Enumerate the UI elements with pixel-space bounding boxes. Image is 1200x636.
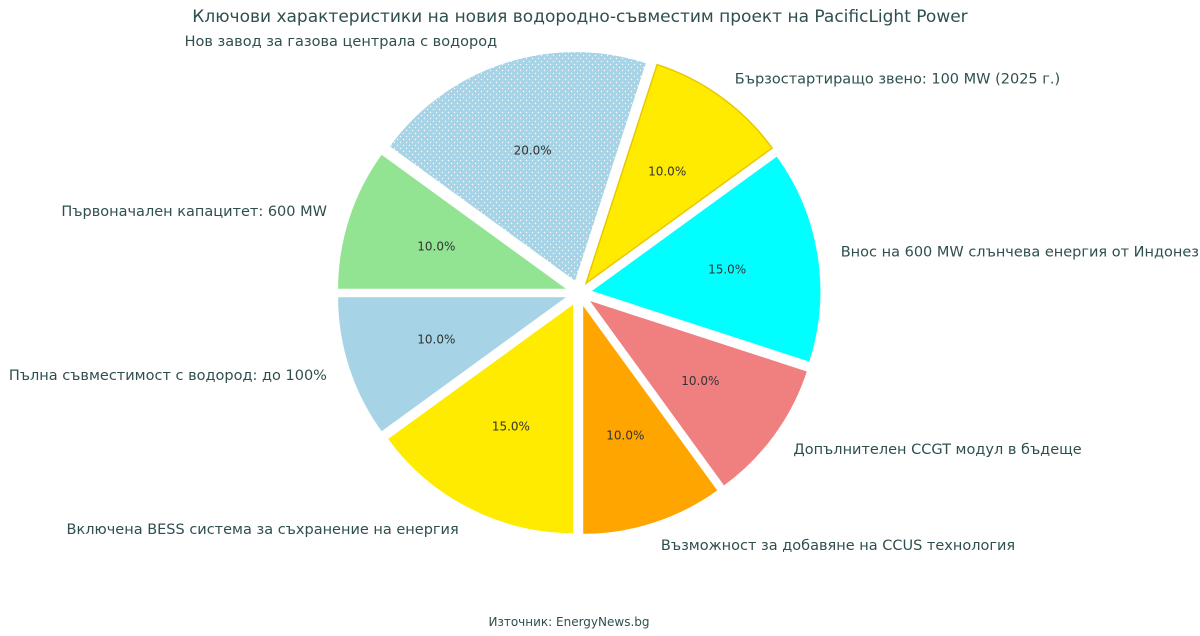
pie-slice-label: Бързостартиращо звено: 100 MW (2025 г.): [735, 72, 1060, 88]
pie-slice: [582, 302, 719, 535]
pie-slice-label: Внос на 600 MW слънчева енергия от Индон…: [841, 245, 1200, 261]
pie-slice: [587, 299, 809, 487]
pie-slice-label: Първоначален капацитет: 600 MW: [61, 204, 327, 220]
pie-slice-label: Нов завод за газова централа с водород: [185, 34, 497, 50]
pie-slice-label: Възможност за добавяне на CCUS технологи…: [661, 538, 1015, 554]
pie-slice: [337, 296, 570, 433]
pie-slice-label: Допълнителен CCGT модул в бъдеще: [793, 442, 1081, 458]
pie-slice-percent: 10.0%: [648, 165, 686, 179]
pie-slice-percent: 10.0%: [681, 374, 719, 388]
pie-slice-percent: 15.0%: [708, 263, 746, 277]
pie-slice-percent: 10.0%: [417, 332, 455, 346]
pie-slice-hatch: [389, 51, 647, 282]
pie-labels: 20.0% Нов завод за газова централа с водо…: [9, 34, 1200, 554]
pie-slice-percent: 10.0%: [606, 429, 644, 443]
chart-title: Ключови характеристики на новия водородн…: [192, 7, 967, 27]
pie-slice: [337, 153, 570, 290]
pie-slice-label: Пълна съвместимост с водород: до 100%: [9, 368, 327, 384]
chart-source: Източник: EnergyNews.bg: [488, 615, 649, 629]
pie-slice: [589, 155, 822, 363]
pie-slice: [584, 63, 774, 286]
pie-slice-percent: 10.0%: [417, 240, 455, 254]
pie-slices: [337, 51, 822, 535]
pie-slice-percent: 20.0%: [514, 143, 552, 157]
pie-slice: [386, 302, 575, 535]
pie-slice-percent: 15.0%: [492, 420, 530, 434]
pie-slice-label: Включена BESS система за съхранение на е…: [67, 522, 459, 538]
